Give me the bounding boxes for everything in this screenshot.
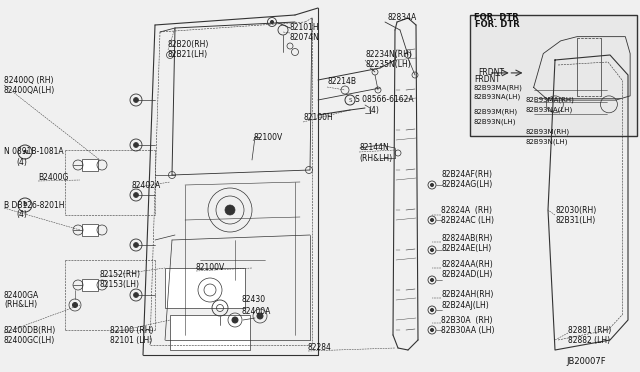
Text: 82400QA(LH): 82400QA(LH) (4, 86, 55, 94)
Text: N 0891B-1081A: N 0891B-1081A (4, 148, 63, 157)
Text: 82B30A  (RH): 82B30A (RH) (441, 315, 493, 324)
Bar (82, 279, 98, 291)
Circle shape (225, 205, 235, 215)
Text: 82B93N(LH): 82B93N(LH) (525, 139, 568, 145)
Circle shape (431, 279, 433, 282)
Text: 82B30AA (LH): 82B30AA (LH) (441, 326, 495, 334)
Text: 82214B: 82214B (327, 77, 356, 87)
Text: 82400GA: 82400GA (4, 291, 39, 299)
Text: B DB126-8201H: B DB126-8201H (4, 201, 65, 209)
Text: 82B93M(RH): 82B93M(RH) (525, 129, 569, 135)
Text: 82B31(LH): 82B31(LH) (555, 215, 595, 224)
Text: 82B24AD(LH): 82B24AD(LH) (441, 270, 492, 279)
Text: 82400Q (RH): 82400Q (RH) (4, 76, 54, 84)
Text: 82881 (RH): 82881 (RH) (568, 326, 611, 334)
Circle shape (134, 192, 138, 198)
Text: 82B93MA(RH): 82B93MA(RH) (525, 97, 574, 103)
Text: N: N (22, 150, 28, 154)
Circle shape (431, 248, 433, 251)
Text: 82430: 82430 (242, 295, 266, 305)
Text: 82B24AF(RH): 82B24AF(RH) (441, 170, 492, 180)
Text: 82400DB(RH): 82400DB(RH) (4, 326, 56, 334)
Text: FRDNT: FRDNT (479, 68, 504, 77)
Circle shape (431, 183, 433, 186)
Text: 82B93NA(LH): 82B93NA(LH) (474, 94, 521, 100)
Circle shape (431, 328, 433, 331)
Text: (RH&LH): (RH&LH) (4, 301, 37, 310)
Circle shape (232, 317, 238, 323)
Text: 82882 (LH): 82882 (LH) (568, 336, 610, 344)
Text: 82101H: 82101H (290, 23, 319, 32)
Text: S: S (348, 97, 352, 103)
Text: (4): (4) (16, 157, 27, 167)
Bar (165, 268, 245, 308)
Text: 82B24AH(RH): 82B24AH(RH) (441, 291, 493, 299)
Text: 82100V: 82100V (253, 134, 282, 142)
Text: 82074N: 82074N (290, 33, 320, 42)
Text: 82B24AE(LH): 82B24AE(LH) (441, 244, 492, 253)
Text: 82234N(RH): 82234N(RH) (365, 51, 412, 60)
Text: (RH&LH): (RH&LH) (359, 154, 392, 163)
Text: 82101 (LH): 82101 (LH) (110, 336, 152, 344)
Circle shape (134, 142, 138, 148)
Circle shape (431, 308, 433, 311)
Text: 82400GC(LH): 82400GC(LH) (4, 336, 55, 344)
Text: S 08566-6162A: S 08566-6162A (355, 96, 413, 105)
Text: 82100V: 82100V (196, 263, 225, 273)
Circle shape (134, 292, 138, 298)
Text: 82B93MA(RH): 82B93MA(RH) (474, 84, 523, 91)
Text: FOR. DTR: FOR. DTR (474, 13, 519, 22)
Text: 82284: 82284 (308, 343, 332, 353)
Text: 82152(RH): 82152(RH) (100, 269, 141, 279)
Text: 82402A: 82402A (132, 180, 161, 189)
Text: 82B20(RH): 82B20(RH) (168, 41, 209, 49)
Text: 82100H: 82100H (303, 113, 333, 122)
Text: 82B93NA(LH): 82B93NA(LH) (525, 107, 572, 113)
Text: 82B24AC (LH): 82B24AC (LH) (441, 215, 494, 224)
Circle shape (257, 313, 263, 319)
Text: JB20007F: JB20007F (566, 357, 605, 366)
Circle shape (72, 302, 77, 308)
Text: 82153(LH): 82153(LH) (100, 279, 140, 289)
Text: (4): (4) (16, 211, 27, 219)
Text: 82B93M(RH): 82B93M(RH) (474, 108, 518, 115)
Circle shape (431, 218, 433, 221)
Bar (82, 159, 98, 171)
FancyBboxPatch shape (470, 15, 637, 136)
Text: 82B93N(LH): 82B93N(LH) (474, 118, 516, 125)
Text: 82B21(LH): 82B21(LH) (168, 51, 208, 60)
Text: 82824AA(RH): 82824AA(RH) (441, 260, 493, 269)
Text: FRDNT: FRDNT (474, 76, 500, 84)
Text: 82B24AG(LH): 82B24AG(LH) (441, 180, 492, 189)
Text: 82100 (RH): 82100 (RH) (110, 326, 154, 334)
Text: 82144N: 82144N (359, 144, 388, 153)
Text: 82824AB(RH): 82824AB(RH) (441, 234, 492, 243)
Text: 82824A  (RH): 82824A (RH) (441, 205, 492, 215)
Text: 82B24AJ(LH): 82B24AJ(LH) (441, 301, 489, 310)
Text: 82030(RH): 82030(RH) (555, 205, 596, 215)
Text: 82400A: 82400A (242, 308, 271, 317)
Text: 82834A: 82834A (388, 13, 417, 22)
Text: 82235N(LH): 82235N(LH) (365, 61, 411, 70)
Text: B: B (22, 202, 28, 208)
Bar (170, 315, 250, 350)
Circle shape (134, 97, 138, 103)
Text: FOR. DTR: FOR. DTR (476, 20, 520, 29)
Circle shape (134, 243, 138, 247)
Text: B2400G: B2400G (38, 173, 68, 183)
Circle shape (271, 20, 273, 23)
Text: (4): (4) (368, 106, 379, 115)
Bar (82, 224, 98, 236)
